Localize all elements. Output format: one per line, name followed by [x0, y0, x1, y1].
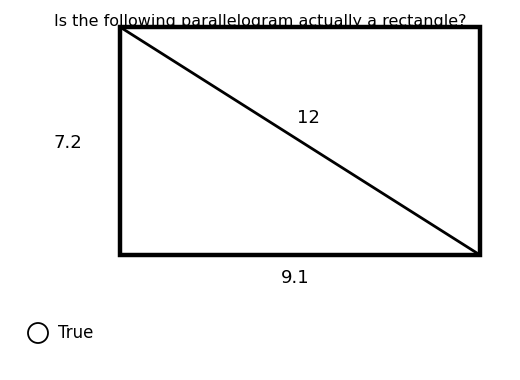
Text: 7.2: 7.2 — [54, 134, 82, 152]
Text: 9.1: 9.1 — [281, 269, 309, 287]
Text: 12: 12 — [296, 109, 319, 127]
Text: Is the following parallelogram actually a rectangle?: Is the following parallelogram actually … — [54, 14, 466, 29]
Bar — [120, 27, 480, 255]
Text: True: True — [58, 324, 94, 342]
